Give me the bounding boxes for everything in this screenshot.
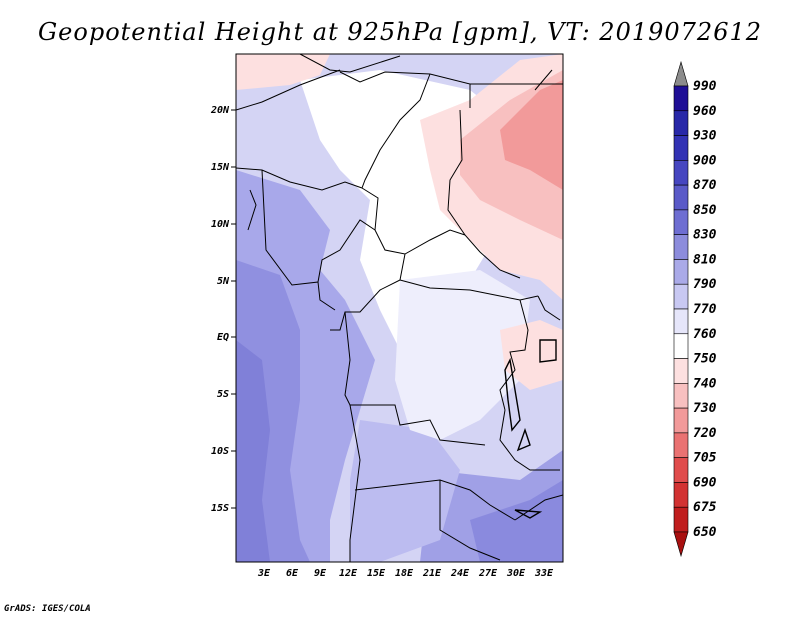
colorbar-swatch	[673, 482, 689, 508]
colorbar-label: 720	[693, 426, 717, 441]
colorbar-top-arrow	[673, 60, 689, 87]
lat-label: 10S	[211, 446, 229, 457]
colorbar-label: 830	[693, 228, 717, 243]
colorbar-label: 650	[693, 525, 717, 540]
credit-text: GrADS: IGES/COLA	[4, 604, 91, 614]
colorbar-label: 760	[693, 327, 717, 342]
colorbar-swatch	[673, 333, 689, 359]
geopotential-field	[236, 54, 563, 562]
colorbar-label: 675	[693, 500, 717, 515]
colorbar-swatch	[673, 383, 689, 409]
lon-label: 21E	[422, 568, 442, 579]
lon-label: 3E	[257, 568, 271, 579]
lon-label: 6E	[286, 568, 299, 579]
colorbar-label: 900	[693, 153, 717, 168]
lat-axis: 20N 15N 10N 5N EQ 5S 10S 15S	[210, 105, 236, 514]
lon-label: 15E	[367, 568, 386, 579]
colorbar-label: 740	[693, 376, 717, 391]
colorbar-swatch	[673, 358, 689, 384]
colorbar-label: 770	[693, 302, 717, 317]
colorbar-label: 850	[693, 203, 717, 218]
colorbar-label: 750	[693, 352, 717, 367]
country-borders	[236, 54, 563, 562]
colorbar-label: 730	[693, 401, 717, 416]
lat-label: 10N	[211, 219, 230, 230]
lon-label: 9E	[314, 568, 327, 579]
colorbar-swatch	[673, 160, 689, 186]
colorbar-label: 870	[693, 178, 717, 193]
colorbar-label: 705	[693, 451, 717, 466]
colorbar-label: 930	[693, 129, 717, 144]
map-title: Geopotential Height at 925hPa [gpm], VT:…	[38, 18, 762, 46]
colorbar-swatch	[673, 432, 689, 458]
colorbar: 990 960 930 900 870 850 830 810 790 770 760 750 740 7…	[673, 60, 717, 558]
lon-label: 24E	[450, 568, 470, 579]
lon-label: 12E	[339, 568, 358, 579]
colorbar-swatch	[673, 457, 689, 483]
colorbar-swatch	[673, 209, 689, 235]
lat-label: 20N	[210, 105, 230, 116]
colorbar-swatch	[673, 110, 689, 136]
colorbar-swatch	[673, 308, 689, 335]
colorbar-swatch	[673, 234, 689, 260]
colorbar-swatch	[673, 506, 689, 533]
lon-label: 18E	[395, 568, 414, 579]
colorbar-label: 990	[693, 79, 717, 94]
colorbar-label: 790	[693, 277, 717, 292]
colorbar-swatch	[673, 259, 689, 285]
lat-label: 15N	[211, 162, 230, 173]
lon-label: 33E	[534, 568, 554, 579]
colorbar-swatch	[673, 135, 689, 161]
lat-label: 15S	[211, 503, 229, 514]
lat-label: 5N	[217, 276, 230, 287]
lakes	[504, 339, 557, 519]
colorbar-label: 960	[693, 104, 717, 119]
map-frame	[235, 53, 564, 563]
colorbar-label: 810	[693, 252, 717, 267]
lon-axis: 3E 6E 9E 12E 15E 18E 21E 24E 27E 30E 33E	[257, 568, 554, 579]
colorbar-swatch	[673, 184, 689, 211]
colorbar-label: 690	[693, 475, 717, 490]
lon-label: 27E	[478, 568, 498, 579]
colorbar-swatch	[673, 407, 689, 434]
colorbar-swatch	[673, 85, 689, 112]
lat-label: EQ	[217, 332, 229, 343]
colorbar-bottom-arrow	[673, 531, 689, 558]
colorbar-swatch	[673, 283, 689, 310]
lon-label: 30E	[506, 568, 526, 579]
lat-label: 5S	[217, 389, 229, 400]
